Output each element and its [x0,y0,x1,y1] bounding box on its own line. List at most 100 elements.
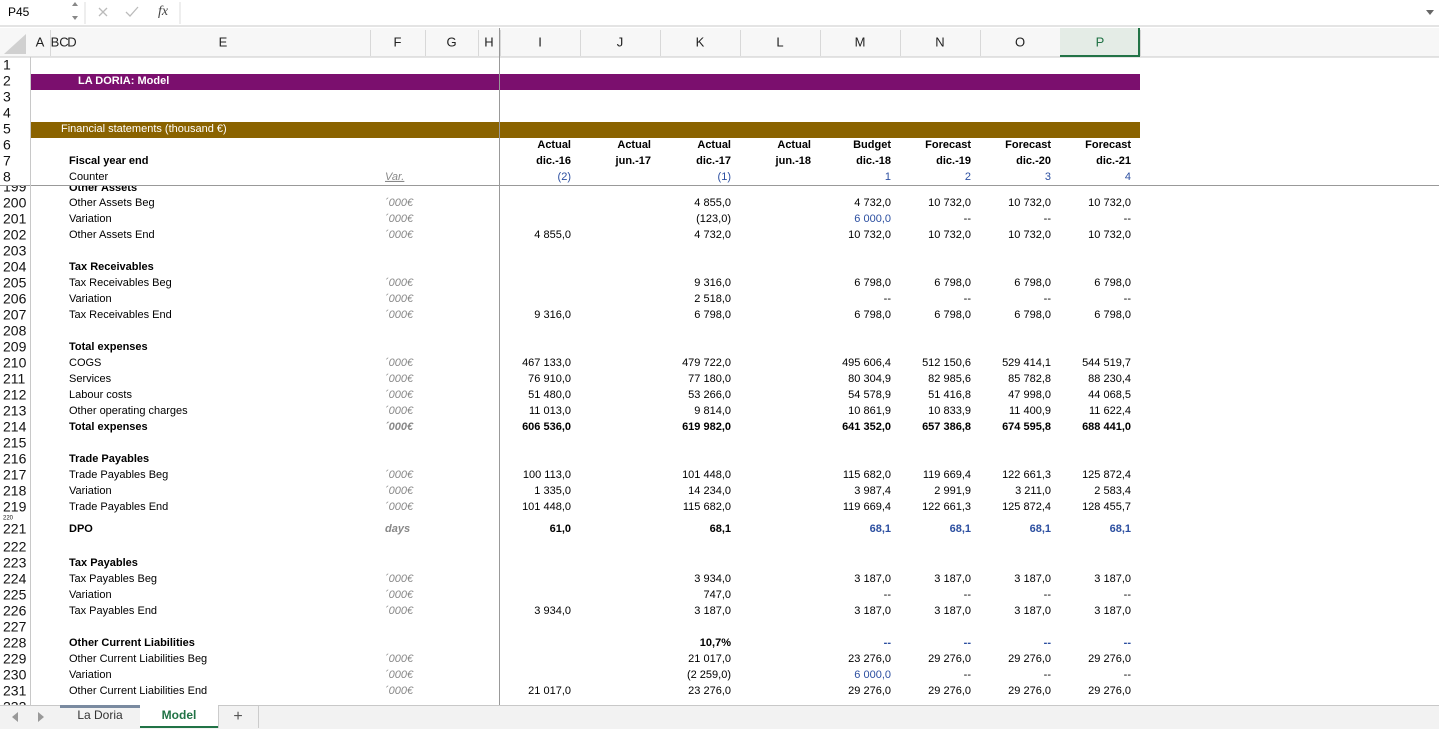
cell: ´000€ [385,309,414,321]
cell: jun.-17 [615,155,651,167]
cell: ´000€ [385,669,414,681]
row-number: 226 [3,603,27,619]
cell: jun.-18 [775,155,811,167]
row-number: 8 [3,169,11,185]
cell: Variation [69,669,112,681]
cell: -- [1044,669,1052,681]
cell: 2 518,0 [694,293,731,305]
column-header: L [776,34,783,49]
cell: 3 187,0 [854,573,891,585]
cell: Actual [777,139,811,151]
cell: 61,0 [550,523,571,535]
cell: 29 276,0 [1008,653,1051,665]
row-number: 218 [3,483,27,499]
cell: 21 017,0 [528,685,571,697]
column-header: A [36,34,45,49]
cell: 10 833,9 [928,405,971,417]
band [30,74,1140,90]
cell: 115 682,0 [843,469,891,481]
cell: 10 732,0 [928,197,971,209]
cell: Other Assets End [69,229,155,241]
cell: 657 386,8 [922,421,971,433]
row-number: 205 [3,275,27,291]
column-header: F [394,34,402,49]
cell: 529 414,1 [1002,357,1051,369]
cell: Tax Payables Beg [69,573,157,585]
column-header: E [219,34,228,49]
column-header: G [446,34,456,49]
column-header: C [59,34,68,49]
cell: -- [1124,669,1132,681]
cell: Variation [69,293,112,305]
cell: 512 150,6 [922,357,971,369]
cell: dic.-19 [936,155,971,167]
cell: ´000€ [385,277,414,289]
fx-icon[interactable]: fx [158,4,169,19]
row-number: 203 [3,243,27,259]
cell: 10 732,0 [1088,229,1131,241]
cell: 641 352,0 [842,421,891,433]
cell: 68,1 [870,523,891,535]
column-header: N [935,34,944,49]
band [30,122,1140,138]
cell: 29 276,0 [928,653,971,665]
cell: 4 855,0 [694,197,731,209]
add-sheet-button[interactable]: + [233,708,242,725]
cell: ´000€ [385,685,414,697]
cell: 54 578,9 [848,389,891,401]
cell: ´000€ [385,469,414,481]
cell: 6 798,0 [1014,277,1051,289]
sheet-tab-label[interactable]: Model [162,708,197,722]
cell: 128 455,7 [1082,501,1131,513]
row-number: 3 [3,89,11,105]
cell: 100 113,0 [523,469,571,481]
cell: 11 013,0 [529,405,571,417]
cell: 77 180,0 [688,373,731,385]
row-number: 207 [3,307,27,323]
cell: ´000€ [385,229,414,241]
cell: ´000€ [385,197,414,209]
column-header: H [484,34,493,49]
cell: -- [1044,589,1052,601]
cell: 23 276,0 [688,685,731,697]
cell: 4 855,0 [534,229,571,241]
cell: Forecast [925,139,971,151]
cell: 10,7% [700,637,731,649]
cell: 6 798,0 [1014,309,1051,321]
name-box[interactable]: P45 [8,5,30,19]
row-number: 210 [3,355,27,371]
cell: Variation [69,589,112,601]
cell: 11 622,4 [1089,405,1131,417]
row-number: 215 [3,435,27,451]
cell: 51 480,0 [528,389,571,401]
cell: Services [69,373,112,385]
row-number: 228 [3,635,27,651]
cell: 119 669,4 [923,469,971,481]
row-number: 225 [3,587,27,603]
cell: Other Current Liabilities Beg [69,653,207,665]
cell: Counter [69,171,108,183]
cell: 4 732,0 [854,197,891,209]
sheet-tab-label[interactable]: La Doria [77,708,123,722]
cell: -- [1124,293,1132,305]
cell: 44 068,5 [1088,389,1131,401]
cell: 88 230,4 [1088,373,1131,385]
column-header: K [696,34,705,49]
cell: ´000€ [385,653,414,665]
cell: 3 187,0 [934,605,971,617]
cell: 3 934,0 [694,573,731,585]
cell: (1) [718,171,731,183]
cell: 101 448,0 [682,469,731,481]
cell: 3 187,0 [934,573,971,585]
column-header: B [51,34,60,49]
row-number: 208 [3,323,27,339]
cell: Other Current Liabilities End [69,685,207,697]
cell: 82 985,6 [928,373,971,385]
cell: 674 595,8 [1002,421,1051,433]
cell: 21 017,0 [688,653,731,665]
cell: -- [1044,293,1052,305]
cell: days [385,523,410,535]
column-header: I [538,34,542,49]
tab-bar [0,705,1439,729]
cell: 6 798,0 [934,309,971,321]
